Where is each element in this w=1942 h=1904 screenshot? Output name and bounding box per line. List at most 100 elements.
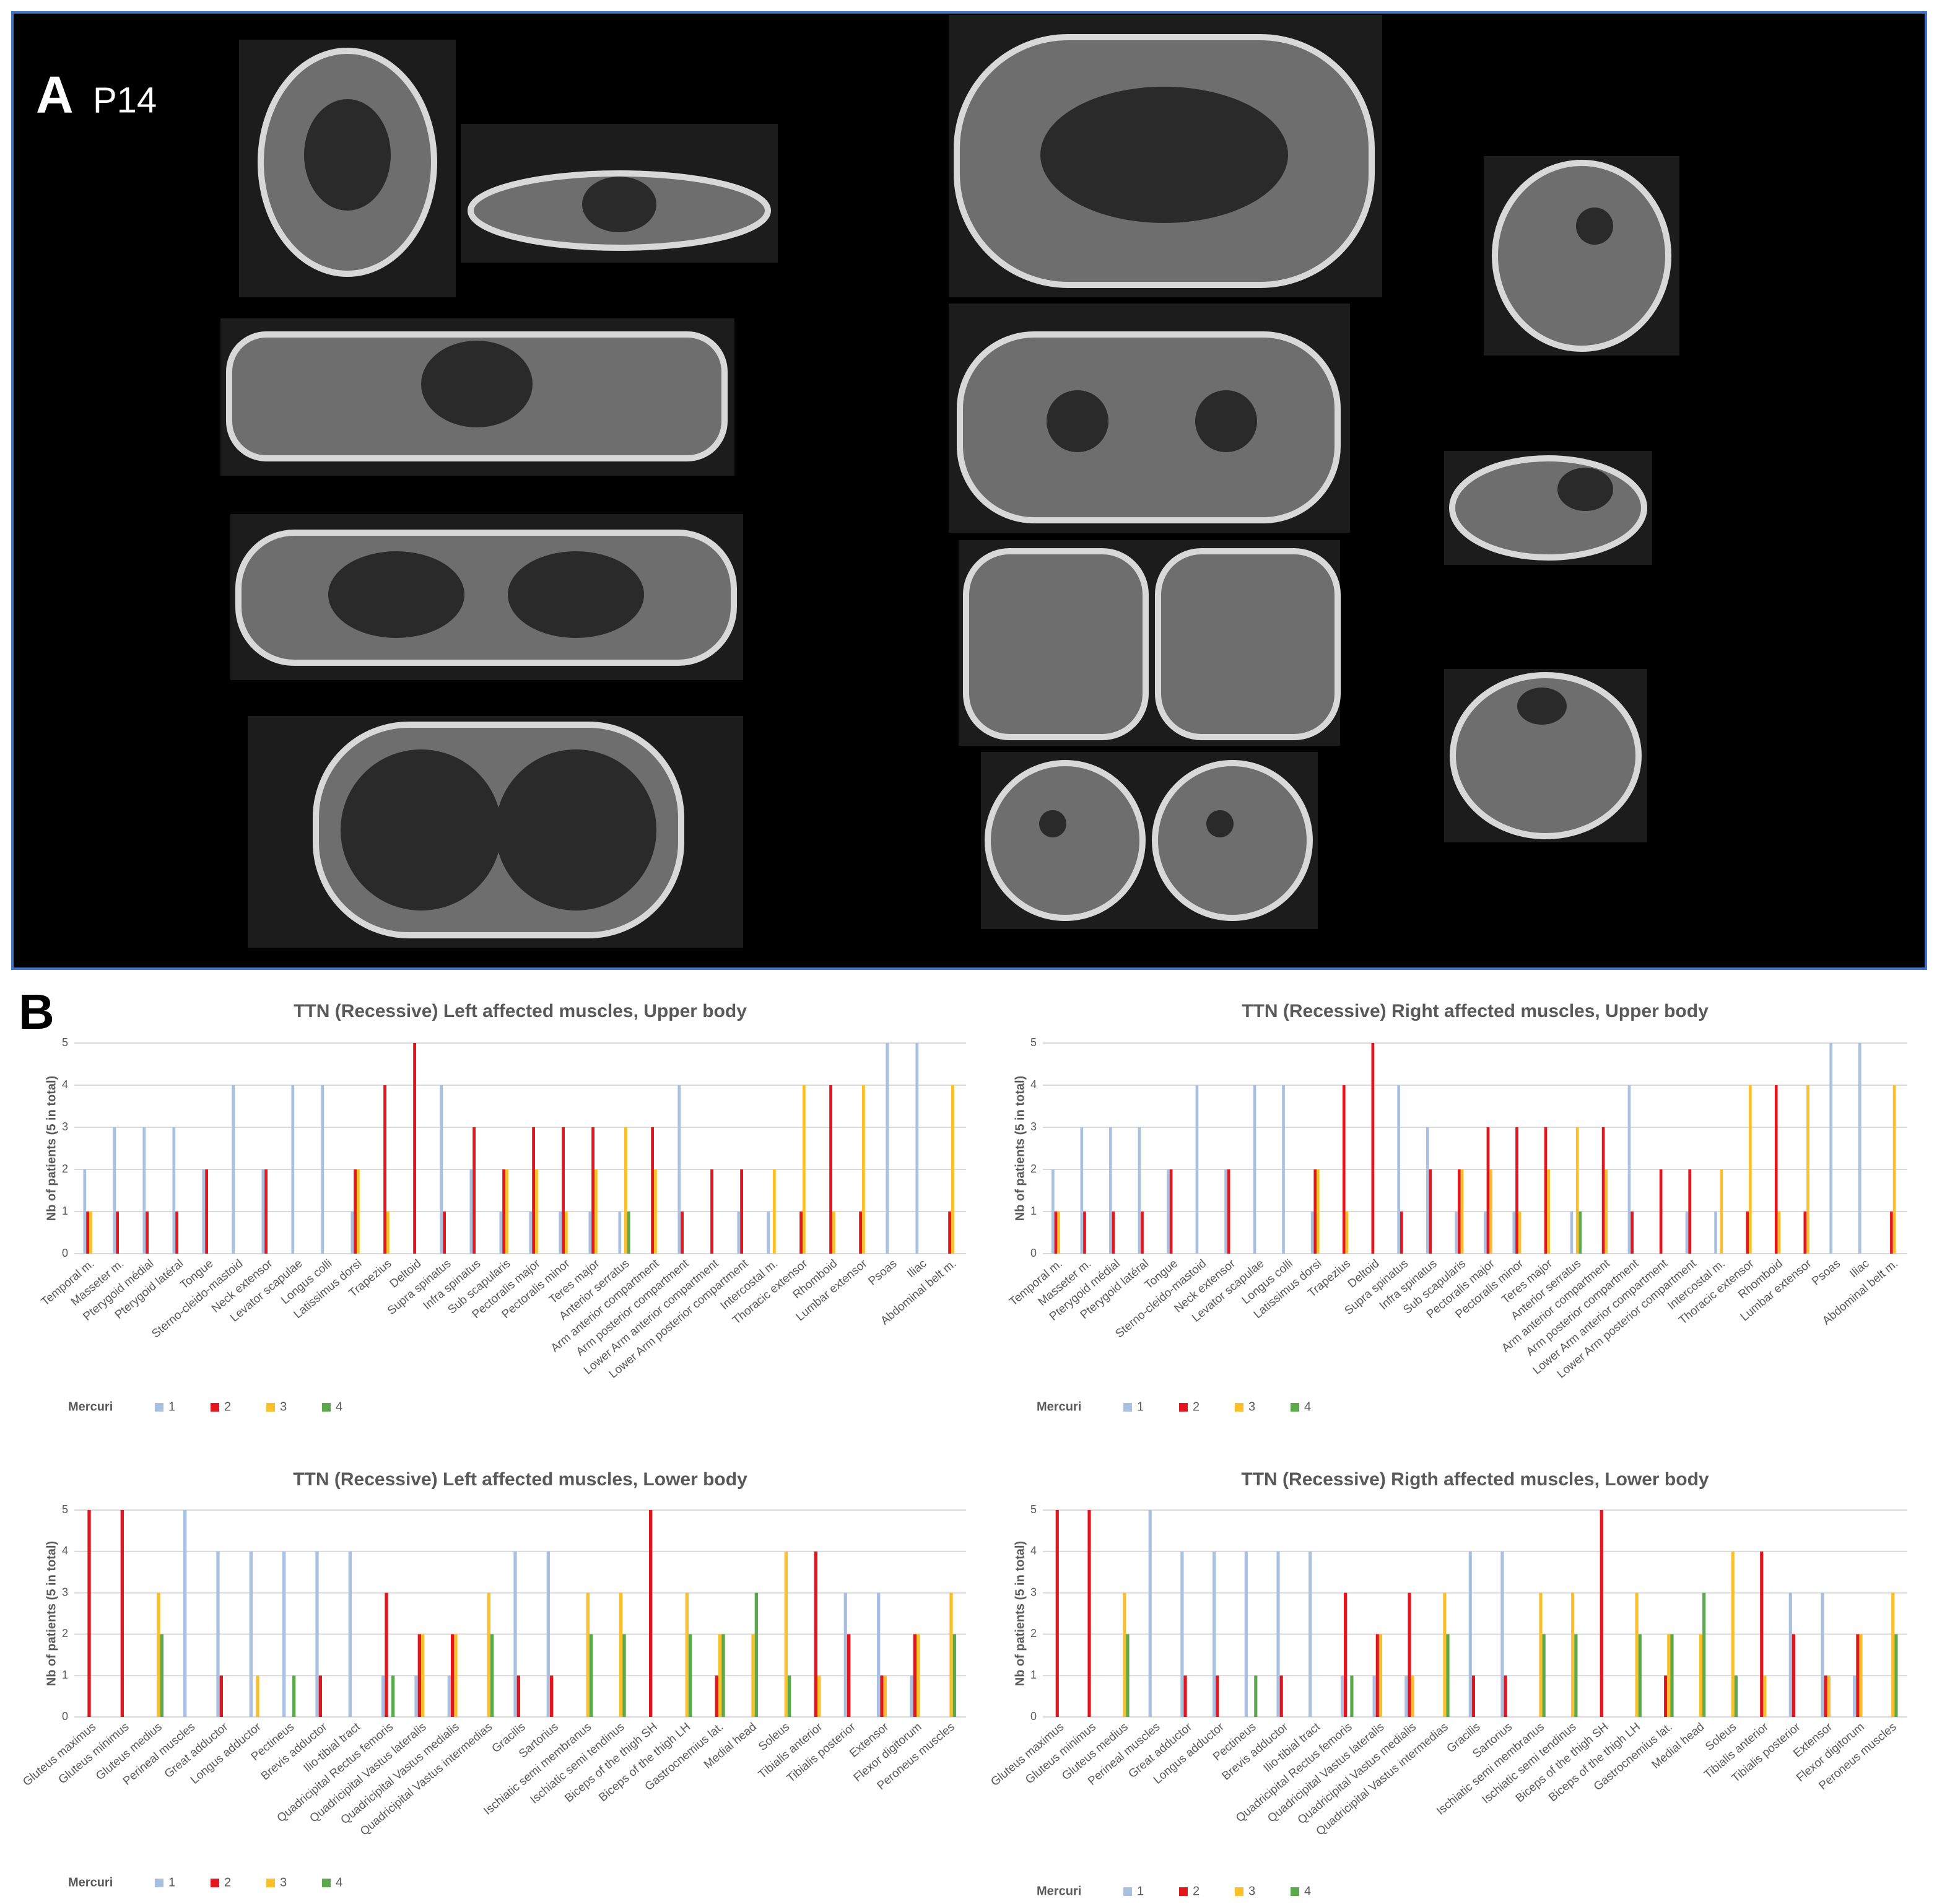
bar bbox=[829, 1085, 832, 1254]
bar bbox=[146, 1212, 149, 1254]
legend-swatch bbox=[1235, 1887, 1243, 1896]
bar bbox=[513, 1551, 517, 1717]
bar bbox=[1317, 1169, 1320, 1254]
bar bbox=[1167, 1169, 1170, 1254]
bar bbox=[172, 1127, 176, 1254]
bar bbox=[1375, 1634, 1379, 1717]
bar bbox=[490, 1634, 494, 1717]
bar bbox=[1400, 1212, 1403, 1254]
bar bbox=[1547, 1169, 1550, 1254]
bar bbox=[1408, 1592, 1411, 1717]
legend-label: 4 bbox=[336, 1400, 342, 1413]
legend-label: 2 bbox=[224, 1400, 231, 1413]
legend-label: 3 bbox=[1248, 1884, 1255, 1898]
bar bbox=[1544, 1127, 1548, 1254]
bar bbox=[803, 1085, 806, 1254]
bar bbox=[89, 1212, 92, 1254]
bar bbox=[1702, 1592, 1706, 1717]
legend-label: 3 bbox=[280, 1400, 287, 1413]
bar bbox=[1429, 1169, 1432, 1254]
bar bbox=[1213, 1551, 1216, 1717]
x-tick-label: Psoas bbox=[1809, 1257, 1843, 1288]
bar bbox=[1659, 1169, 1663, 1254]
bar bbox=[1443, 1592, 1447, 1717]
bar bbox=[799, 1212, 803, 1254]
bar bbox=[952, 1634, 956, 1717]
legend-title: Mercuri bbox=[1037, 1884, 1081, 1898]
y-tick-label: 2 bbox=[62, 1163, 68, 1175]
legend-label: 3 bbox=[280, 1876, 287, 1889]
bar bbox=[1670, 1634, 1674, 1717]
bar bbox=[1570, 1212, 1574, 1254]
bar bbox=[677, 1085, 681, 1254]
chart-title: TTN (Recessive) Rigth affected muscles, … bbox=[1241, 1469, 1709, 1490]
bar bbox=[1276, 1551, 1280, 1717]
bar bbox=[1504, 1675, 1507, 1717]
y-axis-label: Nb of patients (5 in total) bbox=[45, 1541, 58, 1686]
bar bbox=[877, 1592, 881, 1717]
bar bbox=[1345, 1212, 1349, 1254]
bar bbox=[1578, 1212, 1582, 1254]
bar bbox=[1688, 1169, 1691, 1254]
bar bbox=[1083, 1212, 1086, 1254]
legend-title: Mercuri bbox=[68, 1400, 113, 1413]
chart-title: TTN (Recessive) Left affected muscles, L… bbox=[293, 1469, 747, 1490]
bar bbox=[354, 1169, 357, 1254]
bar bbox=[292, 1675, 296, 1717]
bar bbox=[883, 1675, 887, 1717]
legend-label: 1 bbox=[1137, 1884, 1144, 1898]
bar bbox=[1460, 1169, 1464, 1254]
legend-label: 2 bbox=[1193, 1884, 1200, 1898]
bar bbox=[721, 1634, 725, 1717]
bar bbox=[1890, 1212, 1893, 1254]
bar bbox=[1310, 1212, 1314, 1254]
bar bbox=[951, 1085, 954, 1254]
y-tick-label: 2 bbox=[1030, 1163, 1037, 1175]
bar bbox=[1486, 1127, 1490, 1254]
legend-swatch bbox=[155, 1879, 163, 1887]
y-tick-label: 1 bbox=[1030, 1669, 1037, 1681]
y-tick-label: 4 bbox=[1030, 1545, 1037, 1557]
bar bbox=[413, 1043, 416, 1254]
legend-swatch bbox=[211, 1403, 219, 1412]
bar bbox=[1468, 1551, 1472, 1717]
legend-swatch bbox=[1179, 1403, 1188, 1412]
y-tick-label: 0 bbox=[62, 1247, 68, 1259]
bar bbox=[1195, 1085, 1199, 1254]
bar bbox=[718, 1634, 722, 1717]
bar bbox=[886, 1043, 889, 1254]
bar bbox=[1635, 1592, 1639, 1717]
bar bbox=[622, 1634, 626, 1717]
bar bbox=[1446, 1634, 1450, 1717]
y-tick-label: 2 bbox=[1030, 1627, 1037, 1640]
bar bbox=[318, 1675, 322, 1717]
bar bbox=[1342, 1085, 1346, 1254]
bar bbox=[710, 1169, 713, 1254]
panel-label: A bbox=[36, 66, 74, 124]
bar bbox=[1055, 1510, 1059, 1717]
bar bbox=[649, 1510, 653, 1717]
bar bbox=[383, 1085, 386, 1254]
legend-title: Mercuri bbox=[1037, 1400, 1081, 1413]
bar bbox=[562, 1127, 565, 1254]
bar bbox=[86, 1212, 89, 1254]
bar bbox=[1894, 1634, 1898, 1717]
legend-swatch bbox=[155, 1403, 163, 1412]
legend-swatch bbox=[1123, 1887, 1132, 1896]
bar bbox=[1512, 1212, 1516, 1254]
bar bbox=[689, 1634, 692, 1717]
bar bbox=[1057, 1212, 1060, 1254]
bar bbox=[256, 1675, 259, 1717]
y-tick-label: 3 bbox=[1030, 1120, 1037, 1133]
bar bbox=[1892, 1085, 1896, 1254]
bar bbox=[1763, 1675, 1767, 1717]
bar bbox=[516, 1675, 520, 1717]
bar bbox=[1575, 1127, 1579, 1254]
bar bbox=[1731, 1551, 1735, 1717]
y-tick-label: 4 bbox=[62, 1545, 68, 1557]
bar bbox=[1859, 1634, 1863, 1717]
legend-swatch bbox=[211, 1879, 219, 1887]
bar bbox=[913, 1634, 917, 1717]
bar bbox=[1404, 1675, 1408, 1717]
